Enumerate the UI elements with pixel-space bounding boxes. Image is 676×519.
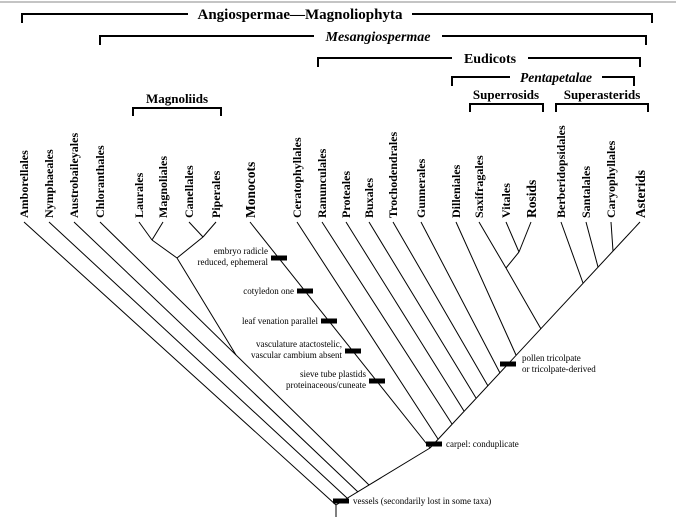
branch-asterids <box>626 221 641 237</box>
branch-backbone-upper <box>429 235 628 449</box>
taxon-label-asterids: Asterids <box>633 170 648 218</box>
bracket-label-pentapetalae: Pentapetalae <box>520 70 592 85</box>
bracket-mesangiospermae <box>99 35 647 45</box>
branch-ceratophyllales <box>296 221 439 440</box>
taxon-label-amborellales: Amborellales <box>17 150 31 218</box>
branch-amborellales <box>23 221 337 506</box>
annotation-carpel: carpel: conduplicate <box>446 439 519 449</box>
bracket-eudicots <box>317 57 641 67</box>
taxon-label-santalales: Santalales <box>579 166 593 218</box>
annotation-vasculature-line2: vascular cambium absent <box>251 350 342 360</box>
taxon-label-trochodendrales: Trochodendrales <box>386 131 400 218</box>
annotation-cotyledon: cotyledon one <box>243 286 294 296</box>
taxon-label-berberidopsidales: Berberidopsidales <box>554 125 568 218</box>
branch-proteales <box>345 221 465 412</box>
bracket-label-angiospermae: Angiospermae—Magnoliophyta <box>197 7 403 23</box>
taxon-label-dilleniales: Dilleniales <box>449 164 463 218</box>
branch-buxales <box>368 221 477 399</box>
branch-magnoliids-stem <box>176 257 237 356</box>
taxon-label-caryophyllales: Caryophyllales <box>604 140 618 218</box>
bracket-superrosids <box>469 103 544 112</box>
branch-saxifragales <box>478 221 507 269</box>
annotation-vasculature-line1: vasculature atactostelic, <box>256 339 342 349</box>
taxon-label-proteales: Proteales <box>339 171 353 218</box>
cladogram-branches <box>23 221 641 517</box>
clade-brackets: Angiospermae—Magnoliophyta Mesangiosperm… <box>21 7 653 116</box>
branch-chloranthales <box>99 221 370 486</box>
taxon-label-vitales: Vitales <box>499 183 513 218</box>
branch-nymphaeales <box>48 221 348 499</box>
taxon-label-rosids: Rosids <box>524 180 539 218</box>
bracket-magnoliids <box>132 107 222 116</box>
character-annotations: embryo radicle reduced, ephemeral cotyle… <box>198 246 597 506</box>
branch-piperales <box>202 221 217 238</box>
bracket-label-eudicots: Eudicots <box>464 52 517 67</box>
bar-cotyledon <box>297 288 313 294</box>
bar-carpel <box>426 441 442 447</box>
annotation-leaf-venation: leaf venation parallel <box>242 316 318 326</box>
branch-trochodendrales <box>392 221 489 387</box>
branch-laurales-magnoliales-stem <box>151 239 178 259</box>
character-state-bars <box>271 255 516 504</box>
taxon-label-piperales: Piperales <box>209 170 223 218</box>
annotation-embryo-radicle-line1: embryo radicle <box>214 246 268 256</box>
taxon-label-ceratophyllales: Ceratophyllales <box>290 137 304 218</box>
taxon-label-ranunculales: Ranunculales <box>315 148 329 218</box>
branch-canellales <box>188 221 204 238</box>
bar-leaf-venation <box>321 318 337 324</box>
taxon-labels: Amborellales Nymphaeales Austrobaileyale… <box>17 125 648 218</box>
taxon-label-austrobaileyales: Austrobaileyales <box>67 133 81 218</box>
branch-magnoliales <box>151 221 164 241</box>
taxon-label-magnoliales: Magnoliales <box>156 156 170 218</box>
annotation-sieve-tube-line1: sieve tube plastids <box>300 369 366 379</box>
taxon-label-canellales: Canellales <box>182 165 196 218</box>
branch-laurales <box>138 221 153 241</box>
branch-rosids <box>518 221 532 253</box>
branch-vitales-rosids-stem <box>505 251 520 269</box>
bar-vasculature <box>345 348 361 354</box>
bracket-angiospermae <box>21 13 653 23</box>
bar-embryo-radicle <box>271 255 287 261</box>
bracket-label-superasterids: Superasterids <box>564 87 641 102</box>
branch-gunnerales <box>420 221 501 374</box>
branch-berberidopsidales <box>560 221 584 284</box>
taxon-label-chloranthales: Chloranthales <box>93 145 107 218</box>
bar-pollen-tricolpate <box>500 361 516 367</box>
taxon-label-laurales: Laurales <box>132 172 146 218</box>
branch-canellales-piperales-stem <box>176 236 204 259</box>
branch-superrosids-stem <box>505 267 542 330</box>
bracket-label-magnoliids: Magnoliids <box>146 91 208 106</box>
taxon-label-buxales: Buxales <box>362 178 376 218</box>
bracket-superasterids <box>555 103 649 112</box>
taxon-label-saxifragales: Saxifragales <box>472 155 486 218</box>
annotation-sieve-tube-line2: proteinaceous/cuneate <box>286 380 366 390</box>
annotation-embryo-radicle-line2: reduced, ephemeral <box>198 257 269 267</box>
bar-vessels <box>333 498 349 504</box>
bracket-pentapetalae <box>451 76 635 86</box>
taxon-label-monocots: Monocots <box>243 162 258 218</box>
annotation-vessels: vessels (secondarily lost in some taxa) <box>353 496 491 506</box>
branch-austrobaileyales <box>73 221 359 493</box>
branch-santalales <box>585 221 599 268</box>
branch-vitales <box>505 221 520 253</box>
branch-backbone-lower <box>335 447 431 506</box>
branch-caryophyllales <box>610 221 614 252</box>
annotation-pollen-line1: pollen tricolpate <box>522 353 581 363</box>
taxon-label-nymphaeales: Nymphaeales <box>42 149 56 218</box>
taxon-label-gunnerales: Gunnerales <box>414 158 428 218</box>
annotation-pollen-line2: or tricolpate-derived <box>522 364 596 374</box>
bracket-label-superrosids: Superrosids <box>473 87 539 102</box>
branch-ranunculales <box>321 221 453 425</box>
bar-sieve-tube <box>369 378 385 384</box>
branch-dilleniales <box>455 221 517 356</box>
bracket-label-mesangiospermae: Mesangiospermae <box>325 30 431 45</box>
